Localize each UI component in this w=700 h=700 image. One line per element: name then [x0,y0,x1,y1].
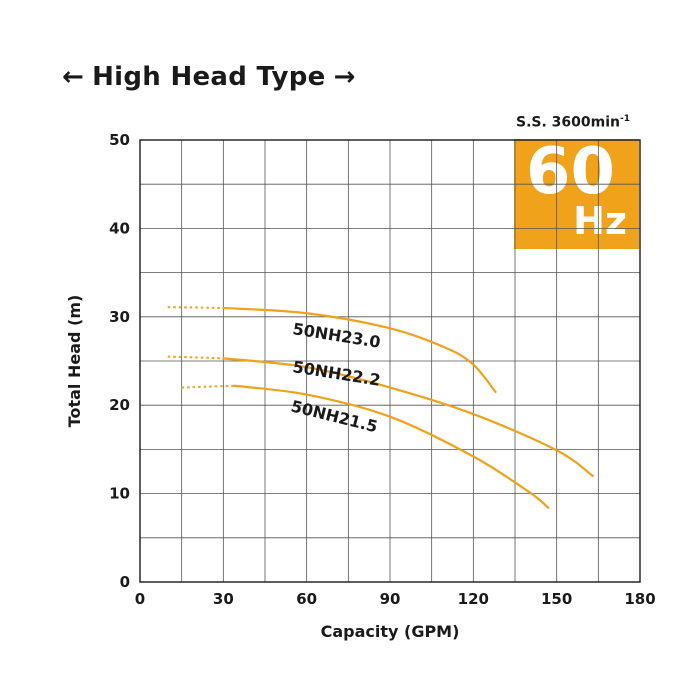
y-tick-label: 10 [109,485,130,503]
plot-frame [139,139,641,583]
speed-label: S.S. 3600min-1 [516,114,630,131]
x-tick-label: 90 [380,590,401,608]
series-label: 50NH21.5 [289,396,379,436]
y-tick-label: 20 [109,396,130,414]
heading-text: High Head Type [92,62,326,92]
speed-text: S.S. 3600min [516,114,620,131]
arrow-right-icon: → [333,62,356,92]
x-tick-label: 60 [296,590,317,608]
x-axis-label: Capacity (GPM) [321,622,460,641]
frequency-number: 60 [526,135,616,209]
y-tick-label: 50 [109,131,130,149]
y-tick-label: 40 [109,219,130,237]
series-dotted-line [167,306,224,309]
x-tick-label: 0 [135,590,145,608]
series-label: 50NH22.2 [291,357,381,390]
x-tick-label: 180 [624,590,655,608]
y-tick-label: 0 [120,573,130,591]
series-line [233,384,550,509]
series-line [222,357,594,478]
y-tick-label: 30 [109,308,130,326]
series-line [222,306,497,394]
x-tick-label: 120 [458,590,489,608]
series-dotted-line [181,384,235,389]
y-axis-label: Total Head (m) [65,295,84,428]
arrow-left-icon: ← [62,62,85,92]
x-tick-label: 150 [541,590,572,608]
x-tick-label: 30 [213,590,234,608]
frequency-badge: 60 Hz [514,135,639,249]
frequency-unit: Hz [573,199,627,243]
speed-exponent: -1 [620,114,630,124]
chart-heading: ← High Head Type → [62,62,356,92]
series-dotted-line [167,355,224,360]
